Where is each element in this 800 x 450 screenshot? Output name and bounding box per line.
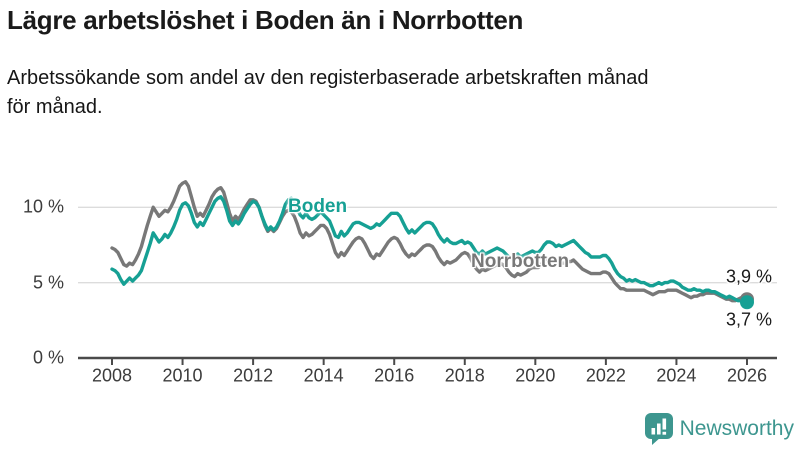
x-axis-label: 2022 — [585, 365, 626, 386]
x-axis-label: 2016 — [374, 365, 415, 386]
x-axis-label: 2014 — [303, 365, 344, 386]
x-axis-label: 2018 — [444, 365, 485, 386]
x-axis-label: 2010 — [162, 365, 203, 386]
x-axis-label: 2012 — [233, 365, 274, 386]
y-axis-label: 5 % — [32, 272, 64, 293]
x-axis-label: 2026 — [726, 365, 768, 386]
x-axis-label: 2020 — [515, 365, 556, 386]
series-label-norrbotten: Norrbotten — [471, 251, 570, 272]
page-subtitle: Arbetssökande som andel av den registerb… — [7, 64, 649, 122]
newsworthy-logo-icon — [644, 413, 673, 445]
end-value-label-boden: 3,7 % — [725, 309, 772, 330]
y-axis-label: 0 % — [32, 347, 64, 368]
series-line-norrbotten — [110, 179, 749, 303]
end-dot-boden — [739, 295, 754, 310]
x-axis-label: 2024 — [656, 365, 697, 386]
subtitle-line-2: för månad. — [7, 96, 103, 118]
page-title: Lägre arbetslöshet i Boden än i Norrbott… — [7, 5, 524, 35]
subtitle-line-1: Arbetssökande som andel av den registerb… — [7, 67, 649, 89]
x-axis-label: 2008 — [91, 365, 133, 386]
series-label-boden: Boden — [288, 196, 348, 217]
series-line-boden — [110, 195, 749, 304]
newsworthy-logo-text: Newsworthy — [679, 417, 794, 440]
y-axis-label: 10 % — [22, 196, 64, 217]
end-value-label-norrbotten: 3,9 % — [725, 266, 772, 287]
newsworthy-logo[interactable]: Newsworthy — [644, 413, 794, 445]
